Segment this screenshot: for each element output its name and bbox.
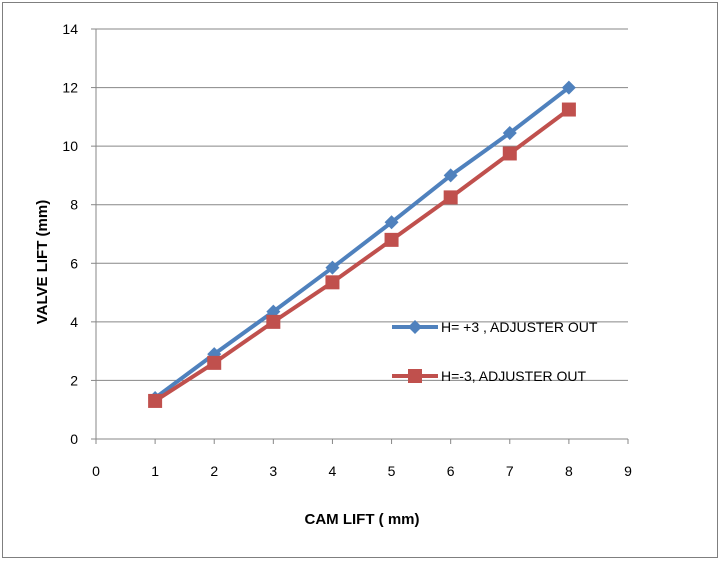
y-axis-title: VALVE LIFT (mm) xyxy=(34,200,51,324)
x-tick-label: 8 xyxy=(565,463,573,479)
legend-item-1: H= +3 , ADJUSTER OUT xyxy=(392,319,598,335)
y-tick-label: 2 xyxy=(70,372,78,388)
legend-item-2: H=-3, ADJUSTER OUT xyxy=(392,368,587,384)
data-point xyxy=(561,102,576,117)
y-tick-labels: 0 2 4 6 8 10 12 14 xyxy=(62,21,78,447)
y-tick-label: 6 xyxy=(70,255,78,271)
axes xyxy=(91,28,629,444)
data-point xyxy=(266,314,281,329)
data-point xyxy=(502,125,517,140)
legend-marker xyxy=(408,320,422,334)
legend-label: H= +3 , ADJUSTER OUT xyxy=(441,319,598,335)
y-tick-label: 10 xyxy=(62,138,78,154)
data-point xyxy=(561,80,576,95)
data-point xyxy=(384,215,399,230)
legend-label: H=-3, ADJUSTER OUT xyxy=(441,368,587,384)
series-line xyxy=(154,107,571,403)
data-point xyxy=(502,146,517,161)
data-point xyxy=(207,355,222,370)
y-tick-label: 14 xyxy=(62,21,78,37)
legend-marker xyxy=(408,369,422,383)
series-layer xyxy=(148,80,576,408)
x-tick-label: 9 xyxy=(624,463,632,479)
y-tick-label: 12 xyxy=(62,80,78,96)
x-tick-labels: 0 1 2 3 4 5 6 7 8 9 xyxy=(92,463,632,479)
data-point xyxy=(443,190,458,205)
x-tick-label: 6 xyxy=(447,463,455,479)
x-tick-label: 4 xyxy=(329,463,337,479)
x-tick-label: 3 xyxy=(269,463,277,479)
x-axis-title: CAM LIFT ( mm) xyxy=(305,511,420,528)
data-point xyxy=(384,232,399,247)
x-tick-label: 7 xyxy=(506,463,514,479)
series-line xyxy=(153,86,571,400)
data-point xyxy=(443,168,458,183)
data-point xyxy=(325,275,340,290)
data-point xyxy=(148,393,163,408)
data-point xyxy=(325,260,340,275)
y-tick-label: 0 xyxy=(70,431,78,447)
x-tick-label: 5 xyxy=(388,463,396,479)
y-tick-label: 8 xyxy=(70,197,78,213)
x-tick-label: 0 xyxy=(92,463,100,479)
x-tick-label: 2 xyxy=(210,463,218,479)
series-2 xyxy=(148,102,576,408)
x-tick-label: 1 xyxy=(151,463,159,479)
legend: H= +3 , ADJUSTER OUT H=-3, ADJUSTER OUT xyxy=(392,319,598,384)
y-tick-label: 4 xyxy=(70,314,78,330)
